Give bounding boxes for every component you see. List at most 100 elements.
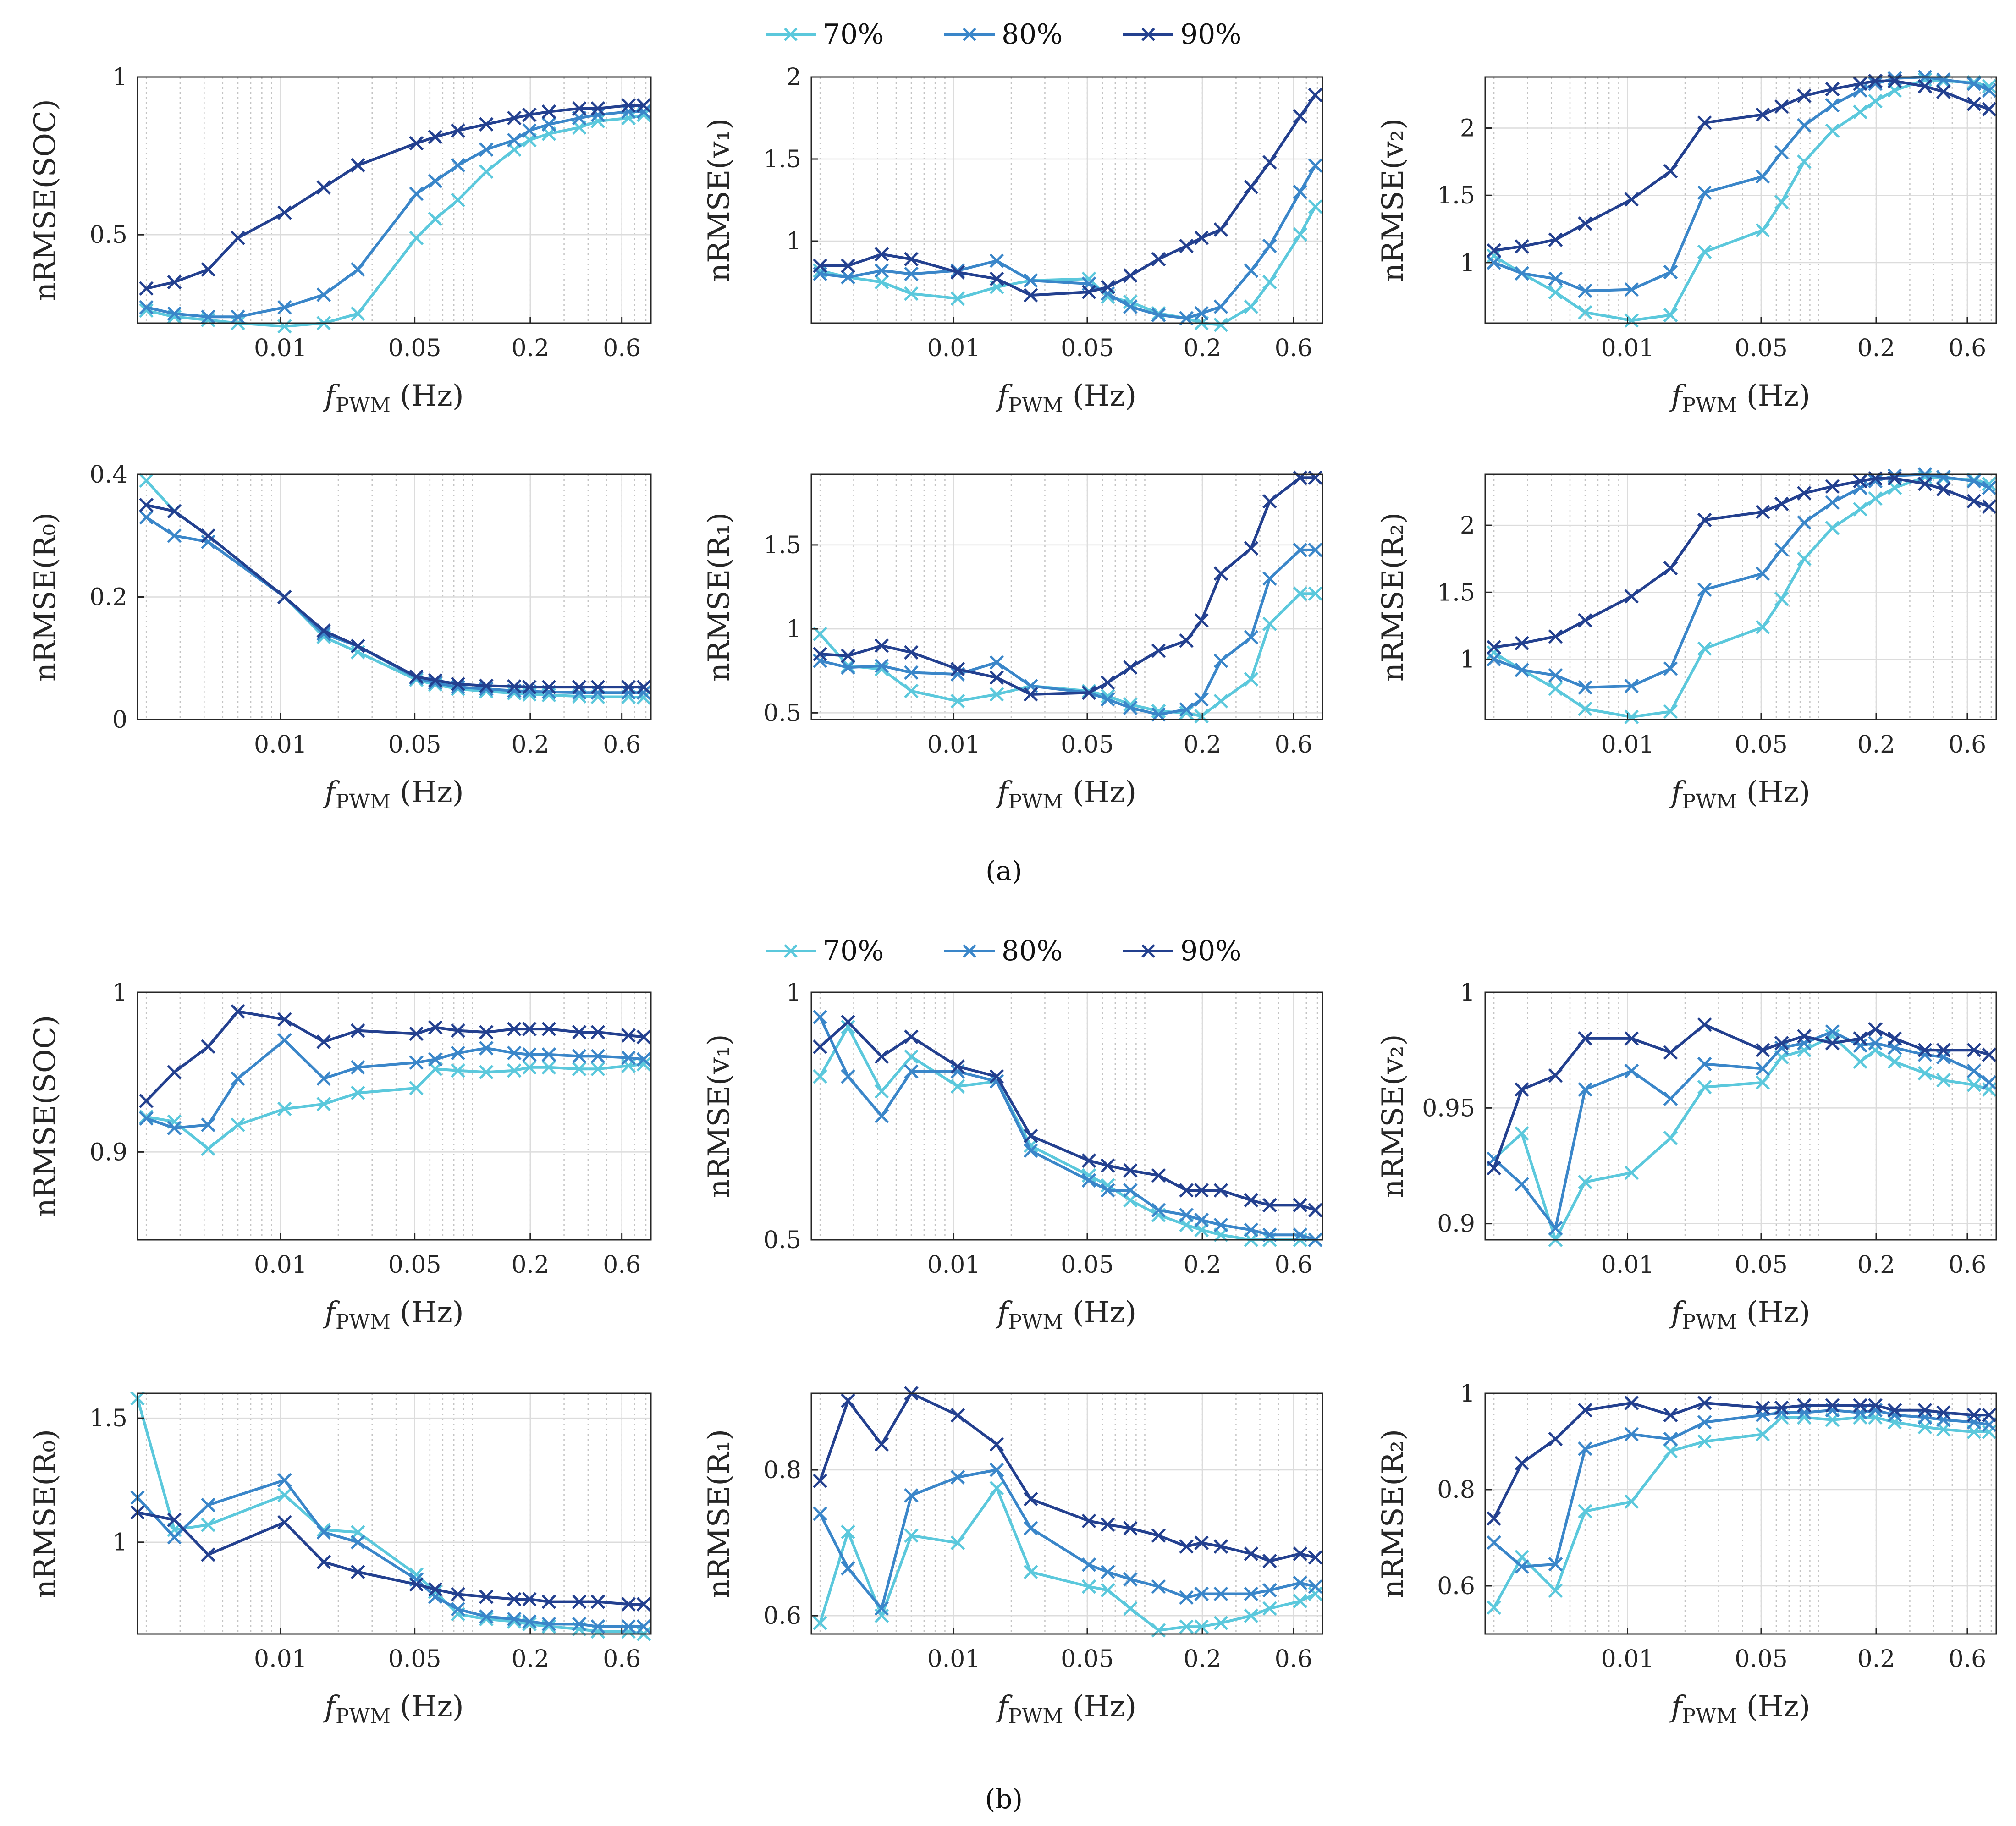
data-point: [1966, 494, 1982, 509]
data-point: [451, 1023, 465, 1038]
series-90pct: [130, 1505, 651, 1612]
data-point: [874, 658, 889, 673]
data-point: [522, 1614, 537, 1629]
series-line: [1493, 1416, 1989, 1608]
data-point: [1179, 238, 1194, 253]
data-point: [1123, 1601, 1138, 1616]
data-point: [1853, 83, 1867, 98]
axes-box: [1484, 991, 1997, 1241]
x-tick-label: 0.05: [1735, 731, 1788, 759]
data-point: [451, 123, 465, 138]
x-axis-label: fPWM (Hz): [996, 1690, 1136, 1728]
data-point: [479, 678, 494, 693]
data-point: [1755, 1043, 1770, 1057]
legend-marker-2: [1141, 944, 1155, 958]
data-point: [1293, 470, 1308, 485]
data-point: [904, 665, 919, 680]
data-point: [841, 1561, 855, 1576]
chart-a-r0: 0.01 0.05 0.2 0.6 0 0.2 0.4 nRMSE(R₀) fPWM (Hz): [28, 461, 652, 814]
x-tick-label: 0.01: [254, 731, 307, 759]
data-point: [1244, 1608, 1259, 1623]
data-point: [316, 287, 331, 302]
data-point: [507, 1592, 522, 1606]
y-tick-label: 2: [786, 64, 801, 91]
x-tick-label: 0.05: [1061, 731, 1114, 759]
data-point: [1293, 1594, 1308, 1609]
data-point: [1663, 1091, 1678, 1106]
series-80pct: [813, 158, 1323, 326]
data-point: [1081, 1153, 1096, 1168]
data-point: [1151, 1579, 1166, 1594]
data-point: [1966, 1063, 1982, 1078]
data-point: [1194, 692, 1209, 707]
data-point: [1982, 1408, 1997, 1423]
data-point: [1755, 566, 1770, 581]
data-point: [1578, 613, 1592, 628]
data-point: [1624, 1063, 1639, 1078]
y-tick-label: 1: [786, 228, 801, 255]
data-point: [541, 1617, 556, 1632]
data-point: [1308, 543, 1323, 557]
data-point: [1774, 195, 1789, 209]
data-point: [409, 1055, 424, 1070]
data-point: [1548, 1583, 1563, 1598]
data-point: [590, 1025, 606, 1040]
data-point: [1308, 199, 1323, 214]
data-point: [1853, 76, 1867, 91]
data-point: [1825, 123, 1840, 138]
data-point: [904, 252, 919, 267]
axes-box: [1484, 1392, 1997, 1635]
x-tick-label: 0.6: [1275, 731, 1313, 759]
series-90pct: [813, 1386, 1323, 1568]
data-point: [1966, 1043, 1982, 1057]
x-tick-label: 0.2: [1184, 1251, 1222, 1279]
data-point: [1624, 710, 1639, 724]
data-point: [201, 1141, 215, 1156]
data-point: [1179, 1619, 1194, 1634]
data-point: [572, 1025, 587, 1040]
data-point: [1548, 1068, 1563, 1083]
legend-label-0: 70%: [823, 935, 884, 967]
axes-box: [137, 991, 652, 1241]
data-point: [1917, 1066, 1933, 1081]
x-tick-label: 0.2: [1857, 1251, 1895, 1279]
data-point: [1487, 1160, 1501, 1176]
data-point: [231, 1004, 245, 1019]
data-point: [507, 679, 522, 694]
data-point: [541, 104, 556, 119]
chart-a-soc: 0.01 0.05 0.2 0.6 0.5 1 nRMSE(SOC) fPWM (Hz): [28, 64, 652, 417]
axes-box: [810, 1392, 1323, 1635]
data-point: [1213, 1586, 1228, 1601]
series-line: [1493, 1034, 1990, 1241]
data-point: [1308, 1550, 1323, 1565]
data-point: [1213, 693, 1228, 709]
data-point: [1081, 285, 1096, 299]
y-axis-label: nRMSE(SOC): [28, 99, 62, 301]
x-tick-label: 0.2: [511, 1645, 549, 1673]
data-point: [409, 1081, 424, 1095]
data-point: [316, 623, 331, 638]
data-point: [1151, 707, 1166, 722]
data-point: [1244, 1586, 1259, 1601]
y-tick-label: 1: [1460, 646, 1475, 673]
data-point: [1151, 1528, 1166, 1543]
series-line: [146, 1039, 644, 1130]
data-point: [139, 300, 154, 315]
series-line: [1493, 1030, 1990, 1230]
chart-a-r2: 0.01 0.05 0.2 0.6 1 1.5 2 nRMSE(R₂) fPWM (Hz): [1376, 467, 1997, 814]
data-point: [201, 1547, 215, 1562]
data-point: [1293, 227, 1308, 242]
legend-a: 70% 80% 90%: [766, 18, 1241, 50]
x-tick-label: 0.01: [927, 731, 980, 759]
data-point: [1868, 1398, 1883, 1413]
data-point: [874, 1601, 889, 1616]
data-point: [1624, 282, 1639, 297]
data-point: [1887, 1031, 1902, 1046]
data-point: [428, 673, 443, 688]
data-point: [1308, 586, 1323, 601]
data-point: [428, 1052, 443, 1067]
y-axis-label: nRMSE(v₁): [702, 118, 736, 282]
data-point: [1194, 1213, 1209, 1227]
data-point: [1515, 636, 1529, 651]
